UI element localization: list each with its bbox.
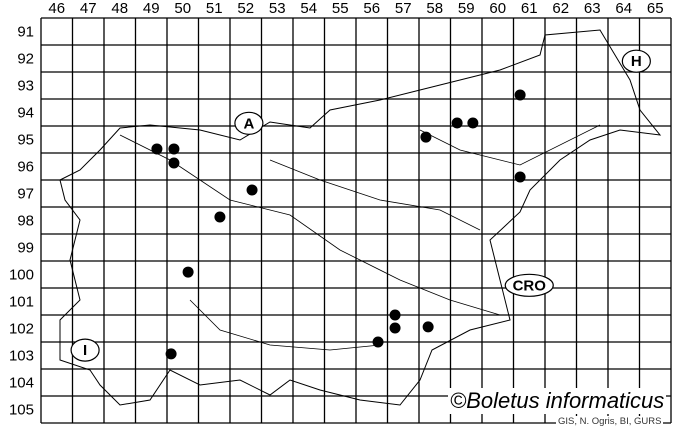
occurrence-dot [246,184,258,196]
occurrence-dot [420,131,432,143]
copyright-text: ©Boletus informaticus [448,388,667,414]
river-3 [189,299,381,351]
country-label: A [243,115,254,132]
row-label: 95 [17,132,34,149]
column-label: 62 [552,0,569,17]
occurrence-dot [389,309,401,321]
occurrence-dot [514,171,526,183]
column-label: 65 [647,0,664,17]
row-label: 102 [9,321,34,338]
country-label-oval [70,338,100,362]
row-label: 93 [17,78,34,95]
column-label: 49 [143,0,160,17]
row-label: 103 [9,348,34,365]
column-label: 61 [521,0,538,17]
occurrence-dot [389,322,401,334]
country-label: H [631,53,642,70]
occurrence-dot [168,157,180,169]
column-label: 52 [237,0,254,17]
country-label: CRO [513,277,547,294]
occurrence-dot [514,89,526,101]
column-label: 57 [395,0,412,17]
country-label: I [83,342,87,359]
source-credit: GIS, N. Ogris, BI, GURS [556,416,664,427]
row-label: 94 [17,105,34,122]
column-label: 50 [174,0,191,17]
row-label: 98 [17,213,34,230]
occurrence-dot [451,117,463,129]
column-label: 54 [300,0,317,17]
column-label: 47 [80,0,97,17]
row-label: 105 [9,402,34,419]
occurrence-dot [151,143,163,155]
column-label: 53 [269,0,286,17]
column-label: 56 [363,0,380,17]
occurrence-dot [165,348,177,360]
country-label-oval [621,49,651,73]
row-label: 97 [17,186,34,203]
occurrence-dot [372,336,384,348]
column-label: 48 [111,0,128,17]
occurrence-dot [182,266,194,278]
row-label: 96 [17,159,34,176]
row-label: 100 [9,267,34,284]
column-label: 58 [426,0,443,17]
row-label: 92 [17,51,34,68]
column-label: 64 [615,0,632,17]
river-2 [419,124,601,166]
column-label: 59 [458,0,475,17]
column-label: 60 [489,0,506,17]
column-label: 46 [48,0,65,17]
river-1 [269,159,481,231]
occurrence-dot [214,211,226,223]
country-label-oval [234,111,264,135]
row-label: 104 [9,375,34,392]
column-label: 63 [584,0,601,17]
row-label: 91 [17,24,34,41]
column-label: 51 [206,0,223,17]
river-0 [119,134,501,316]
occurrence-dot [422,321,434,333]
row-label: 101 [9,294,34,311]
country-label-oval [504,273,554,297]
occurrence-dot [168,143,180,155]
column-label: 55 [332,0,349,17]
row-label: 99 [17,240,34,257]
country-outline [59,29,662,406]
occurrence-dot [467,117,479,129]
